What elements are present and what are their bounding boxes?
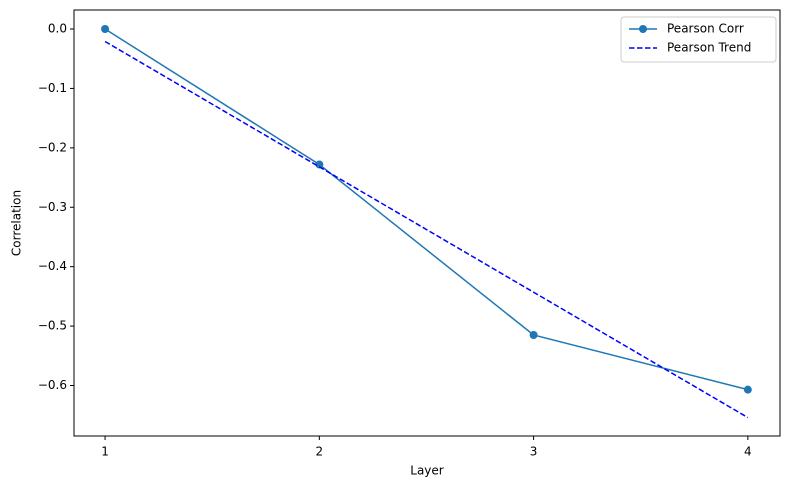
y-tick-label: 0.0 <box>48 22 67 36</box>
series-line <box>104 28 749 391</box>
plot-frame <box>73 9 781 437</box>
y-tick-label: −0.3 <box>38 200 67 214</box>
point <box>743 385 752 394</box>
y-tick-label: −0.5 <box>38 319 67 333</box>
y-axis-label: Correlation <box>10 190 24 256</box>
series-line <box>104 40 749 419</box>
y-tick-label: −0.1 <box>38 81 67 95</box>
point <box>529 330 538 339</box>
x-axis-label: Layer <box>410 464 444 478</box>
point <box>101 25 110 34</box>
x-tick-label: 3 <box>530 445 538 459</box>
y-tick-label: −0.2 <box>38 140 67 154</box>
legend-marker <box>639 25 647 33</box>
y-tick-label: −0.4 <box>38 259 67 273</box>
legend-label: Pearson Trend <box>667 41 751 55</box>
legend-label: Pearson Corr <box>667 22 744 36</box>
x-tick-label: 1 <box>101 445 109 459</box>
y-tick-label: −0.6 <box>38 378 67 392</box>
x-tick-label: 2 <box>316 445 324 459</box>
point <box>315 160 324 169</box>
legend-box <box>620 16 777 63</box>
x-tick-label: 4 <box>744 445 752 459</box>
